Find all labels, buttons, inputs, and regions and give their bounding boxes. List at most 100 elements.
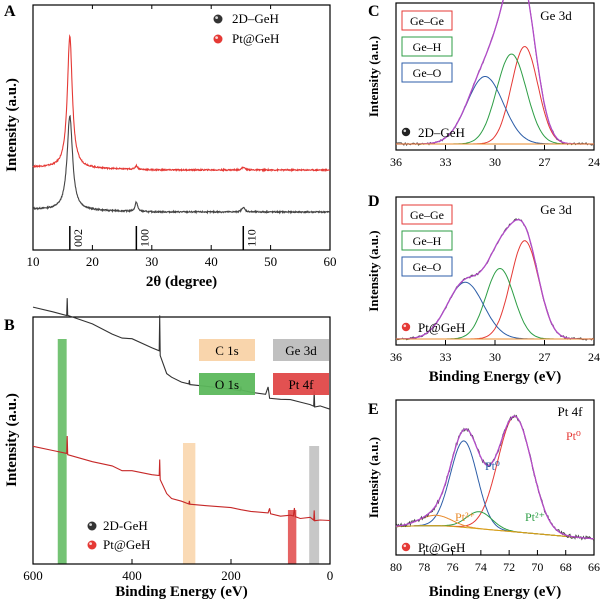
plot-frame (32, 4, 331, 251)
x-tick-label: 74 (475, 560, 487, 574)
component-legend-label: Ge–O (413, 66, 442, 80)
panel-label-e: E (368, 401, 379, 418)
x-tick-label: 33 (440, 350, 452, 364)
fit-component-1 (395, 440, 594, 540)
fit-envelope-line (395, 219, 594, 340)
region-band (287, 510, 297, 564)
panel-label-a: A (4, 3, 16, 20)
component-legend-box (401, 230, 453, 251)
x-tick-label: 30 (489, 350, 501, 364)
y-axis-label: Intensity (a.u.) (4, 393, 20, 487)
x-tick-label: 78 (418, 560, 430, 574)
series-line-0 (32, 114, 331, 215)
region-legend-label: C 1s (215, 343, 238, 358)
region-legend-label: O 1s (215, 377, 239, 392)
component-legend-label: Ge–O (413, 260, 442, 274)
component-label: Pt²⁺ (525, 510, 545, 524)
series-line-1 (32, 435, 331, 522)
legend-marker (213, 14, 223, 24)
x-tick-label: 72 (503, 560, 515, 574)
sample-label: 2D–GeH (418, 125, 465, 140)
legend-marker-highlight (89, 523, 92, 526)
component-label: Pt⁰ (485, 459, 500, 473)
sample-marker (401, 127, 411, 137)
legend-label: Pt@GeH (232, 31, 279, 46)
x-tick-label: 33 (440, 155, 452, 169)
x-tick-label: 24 (588, 350, 600, 364)
chart-title: Pt 4f (558, 404, 584, 419)
region-band (57, 339, 67, 564)
component-legend-label: Ge–Ge (410, 208, 444, 222)
x-tick-label: 600 (23, 568, 43, 583)
sample-marker-highlight (403, 129, 407, 133)
x-tick-label: 27 (539, 155, 551, 169)
x-tick-label: 36 (390, 350, 402, 364)
legend-marker-highlight (215, 36, 219, 39)
x-tick-label: 76 (447, 560, 459, 574)
panel-b-xps-survey-chart: 600 400 200 0 C 1s Ge 3d O 1s Pt 4f 2D-GeH Pt@GeH… (4, 298, 333, 600)
plot-frame (395, 399, 595, 556)
x-tick-label: 24 (588, 155, 600, 169)
x-tick-label: 30 (145, 254, 158, 269)
sample-marker (401, 322, 411, 332)
series-line-0 (32, 298, 331, 410)
reference-peak-label: 002 (71, 229, 85, 247)
legend-marker-highlight (89, 542, 92, 545)
x-tick-label: 20 (86, 254, 99, 269)
panel-c-ge3d-2dgeh-chart: 36 33 30 27 24 Ge 3d Ge–Ge Ge–H Ge–O 2D–GeH Intens… (366, 0, 600, 169)
sample-marker-highlight (403, 324, 407, 328)
panel-label-d: D (368, 193, 380, 210)
component-legend-box (401, 36, 453, 57)
legend-label: 2D-GeH (103, 518, 148, 533)
x-tick-label: 60 (324, 254, 337, 269)
fit-component-3 (395, 514, 594, 540)
component-legend-label: Ge–H (413, 40, 442, 54)
x-tick-label: 40 (205, 254, 218, 269)
component-legend-box (401, 62, 453, 83)
reference-peak-label: 110 (244, 229, 258, 247)
region-legend-label: Pt 4f (289, 377, 315, 392)
component-legend-label: Ge–Ge (410, 14, 444, 28)
legend-label: 2D–GeH (232, 11, 279, 26)
x-tick-label: 0 (327, 568, 334, 583)
panel-label-c: C (368, 3, 380, 20)
plot-frame (32, 316, 331, 565)
x-tick-label: 50 (264, 254, 277, 269)
region-legend-box (199, 339, 255, 361)
y-axis-label: Intensity (a.u.) (366, 36, 381, 117)
legend-marker-highlight (215, 16, 219, 19)
x-tick-label: 200 (221, 568, 241, 583)
sample-marker (401, 542, 411, 552)
component-legend-label: Ge–H (413, 234, 442, 248)
legend-marker (87, 521, 97, 531)
x-axis-label: Binding Energy (eV) (429, 584, 562, 600)
panel-e-pt4f-chart: 80 78 76 74 72 70 68 66 Pt 4f Pt⁰ Pt⁰ Pt²⁺ Pt²⁺ Pt@Ge… (366, 399, 600, 600)
series-line-1 (32, 34, 331, 173)
x-tick-label: 80 (390, 560, 402, 574)
chart-title: Ge 3d (540, 8, 572, 23)
x-tick-label: 66 (588, 560, 600, 574)
y-axis-label: Intensity (a.u.) (366, 230, 381, 311)
component-label: Pt⁰ (566, 429, 581, 443)
x-tick-label: 70 (531, 560, 543, 574)
fit-component-0 (395, 416, 594, 540)
legend-label: Pt@GeH (103, 537, 150, 552)
panel-label-b: B (4, 317, 15, 334)
region-legend-box (273, 373, 329, 395)
fit-envelope-line (395, 415, 594, 540)
sample-label: Pt@GeH (418, 540, 465, 555)
x-tick-label: 36 (390, 155, 402, 169)
legend-marker (213, 34, 223, 44)
x-tick-label: 27 (539, 350, 551, 364)
fit-envelope-line (396, 0, 594, 145)
chart-title: Ge 3d (540, 202, 572, 217)
x-axis-label: Binding Energy (eV) (115, 584, 248, 600)
region-band (309, 446, 320, 564)
y-axis-label: Intensity (a.u.) (366, 437, 381, 518)
region-legend-box (199, 373, 255, 395)
component-legend-box (401, 10, 453, 31)
sample-marker-highlight (403, 544, 407, 548)
legend-marker (87, 540, 97, 550)
region-legend-box (273, 339, 329, 361)
component-label: Pt²⁺ (455, 510, 475, 524)
